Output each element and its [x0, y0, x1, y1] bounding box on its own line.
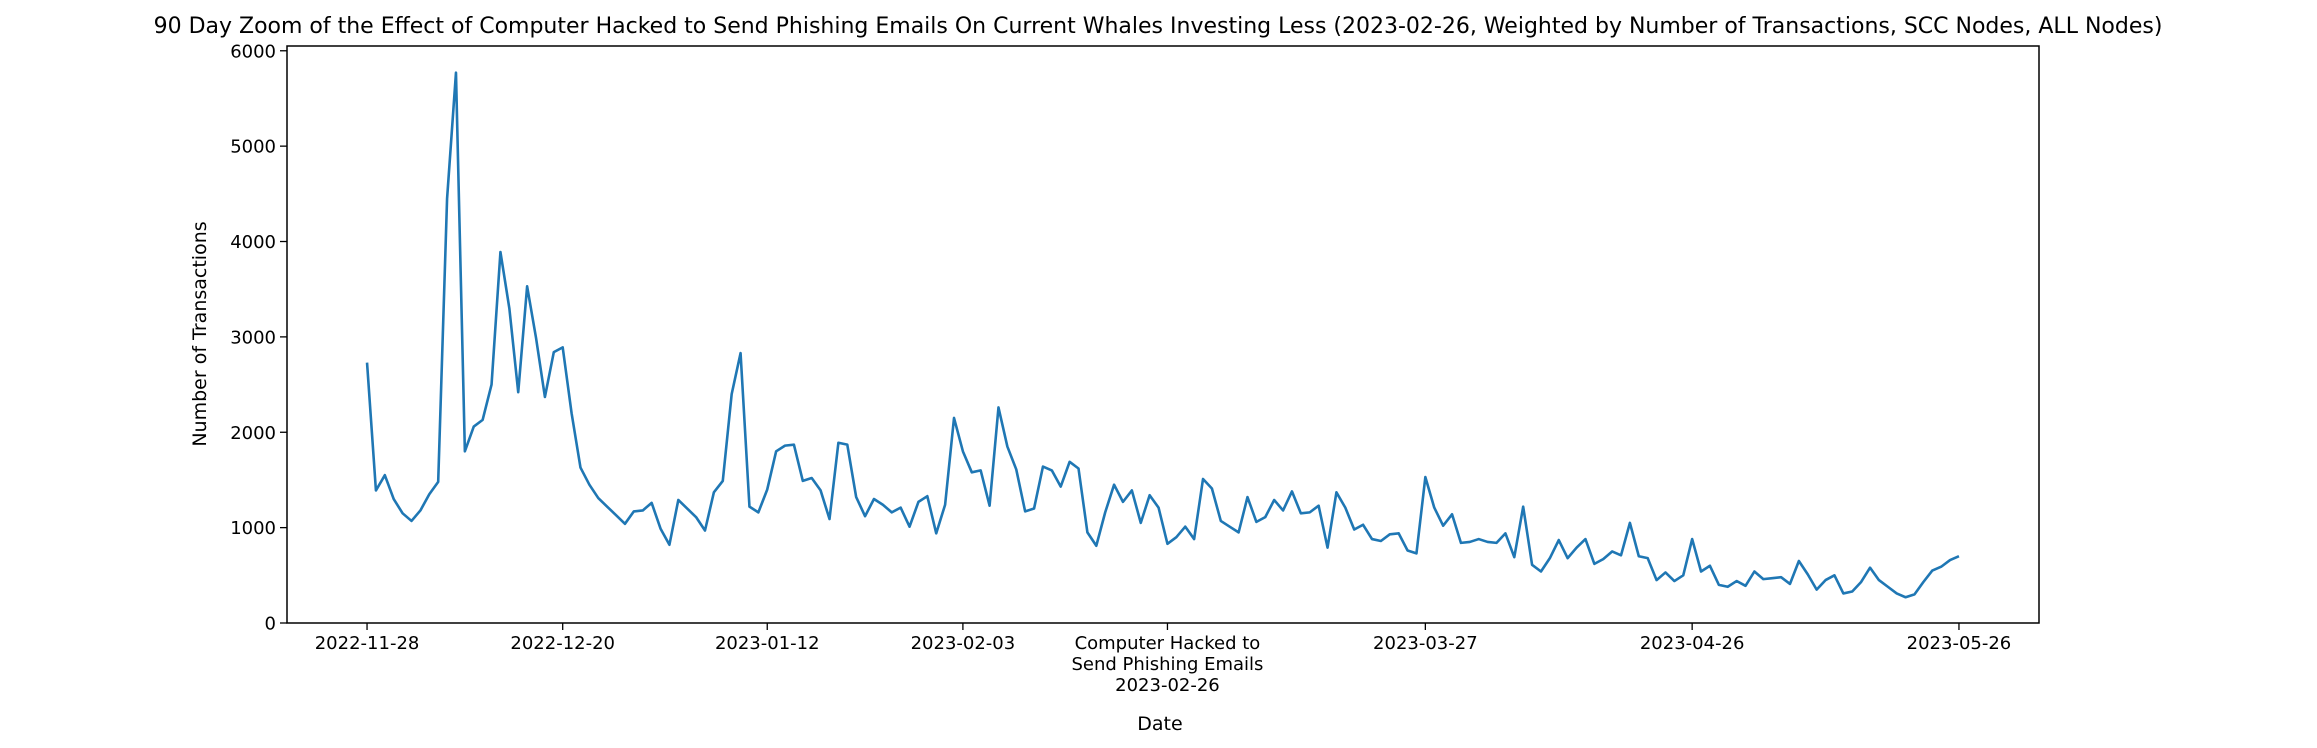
- x-tick-label: 2023-04-26: [1640, 633, 1745, 654]
- y-tick-label: 5000: [230, 137, 276, 158]
- y-axis: 0 1000 2000 3000 4000 5000 6000: [230, 41, 287, 635]
- plot-area-frame: [286, 45, 2040, 624]
- x-tick-label: 2023-05-26: [1907, 633, 2012, 654]
- y-tick-label: 2000: [230, 423, 276, 444]
- x-tick-label: 2022-11-28: [315, 633, 420, 654]
- x-tick-label: 2023-03-27: [1373, 633, 1478, 654]
- y-axis-label: Number of Transactions: [189, 221, 211, 446]
- x-axis-label: Date: [1137, 713, 1182, 735]
- y-tick-label: 3000: [230, 327, 276, 348]
- x-tick-label: Computer Hacked to Send Phishing Emails 20…: [1071, 633, 1263, 696]
- chart-title: 90 Day Zoom of the Effect of Computer Ha…: [154, 14, 2163, 39]
- y-tick-label: 4000: [230, 232, 276, 253]
- x-tick-label: 2023-01-12: [715, 633, 820, 654]
- x-axis: 2022-11-28 2022-12-20 2023-01-12 2023-02-03…: [315, 623, 2012, 696]
- series-line: [365, 71, 1960, 599]
- x-tick-label: 2023-02-03: [911, 633, 1016, 654]
- y-tick-label: 6000: [230, 41, 276, 62]
- x-tick-label: 2022-12-20: [510, 633, 615, 654]
- y-tick-label: 0: [265, 614, 276, 635]
- y-tick-label: 1000: [230, 518, 276, 539]
